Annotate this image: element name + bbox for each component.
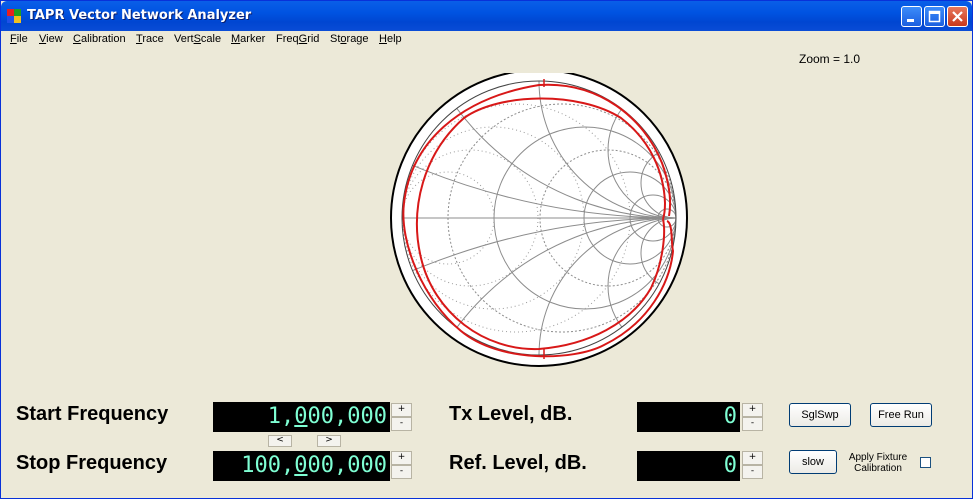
stop-frequency-up-button[interactable]: + xyxy=(391,451,412,465)
ref-level-up-button[interactable]: + xyxy=(742,451,763,465)
single-sweep-button[interactable]: SglSwp xyxy=(789,403,851,427)
start-frequency-up-button[interactable]: + xyxy=(391,403,412,417)
tx-level-up-button[interactable]: + xyxy=(742,403,763,417)
ref-level-display[interactable]: 0 xyxy=(637,451,740,481)
maximize-icon xyxy=(928,10,941,23)
free-run-button[interactable]: Free Run xyxy=(870,403,932,427)
smith-grid xyxy=(402,81,676,355)
ref-level-spinner: + - xyxy=(742,451,763,479)
menu-calibration[interactable]: Calibration xyxy=(73,33,126,45)
slow-button[interactable]: slow xyxy=(789,450,837,474)
menu-help[interactable]: Help xyxy=(379,33,402,45)
ref-level-label: Ref. Level, dB. xyxy=(449,452,587,474)
tx-level-spinner: + - xyxy=(742,403,763,431)
cursor-left-button[interactable]: < xyxy=(268,435,292,447)
stop-frequency-display[interactable]: 100,000,000 xyxy=(213,451,390,481)
trace-outer xyxy=(402,83,675,358)
ref-level-down-button[interactable]: - xyxy=(742,465,763,479)
title-bar[interactable]: TAPR Vector Network Analyzer xyxy=(1,1,972,31)
menu-view[interactable]: View xyxy=(39,33,63,45)
start-frequency-display[interactable]: 1,000,000 xyxy=(213,402,390,432)
stop-frequency-spinner: + - xyxy=(391,451,412,479)
close-button[interactable] xyxy=(947,6,968,27)
menu-marker[interactable]: Marker xyxy=(231,33,266,45)
minimize-icon xyxy=(907,19,914,22)
menu-vertscale[interactable]: VertScale xyxy=(174,33,222,45)
tx-level-display[interactable]: 0 xyxy=(637,402,740,432)
smith-outer-circle xyxy=(390,73,688,367)
apply-fixture-calibration-checkbox[interactable] xyxy=(920,457,931,468)
trace-inner xyxy=(415,97,667,351)
smith-chart xyxy=(390,73,688,367)
menu-bar: File View Calibration Trace VertScale Ma… xyxy=(1,31,972,50)
fixture-label-line1: Apply Fixture xyxy=(848,452,908,463)
stop-frequency-label: Stop Frequency xyxy=(16,452,168,474)
minimize-button[interactable] xyxy=(901,6,922,27)
start-frequency-label: Start Frequency xyxy=(16,403,169,425)
maximize-button[interactable] xyxy=(924,6,945,27)
tx-level-label: Tx Level, dB. xyxy=(449,403,573,425)
menu-storage[interactable]: Storage xyxy=(330,33,369,45)
cursor-right-button[interactable]: > xyxy=(317,435,341,447)
menu-trace[interactable]: Trace xyxy=(136,33,164,45)
app-icon xyxy=(7,9,21,23)
menu-freqgrid[interactable]: FreqGrid xyxy=(276,33,320,45)
start-frequency-down-button[interactable]: - xyxy=(391,417,412,431)
window-title: TAPR Vector Network Analyzer xyxy=(27,8,252,23)
start-frequency-spinner: + - xyxy=(391,403,412,431)
stop-frequency-down-button[interactable]: - xyxy=(391,465,412,479)
zoom-readout: Zoom = 1.0 xyxy=(799,52,861,66)
fixture-label-line2: Calibration xyxy=(854,463,902,474)
tx-level-down-button[interactable]: - xyxy=(742,417,763,431)
close-icon xyxy=(952,11,963,22)
apply-fixture-calibration-label: Apply Fixture Calibration xyxy=(843,452,913,474)
menu-file[interactable]: File xyxy=(10,33,28,45)
